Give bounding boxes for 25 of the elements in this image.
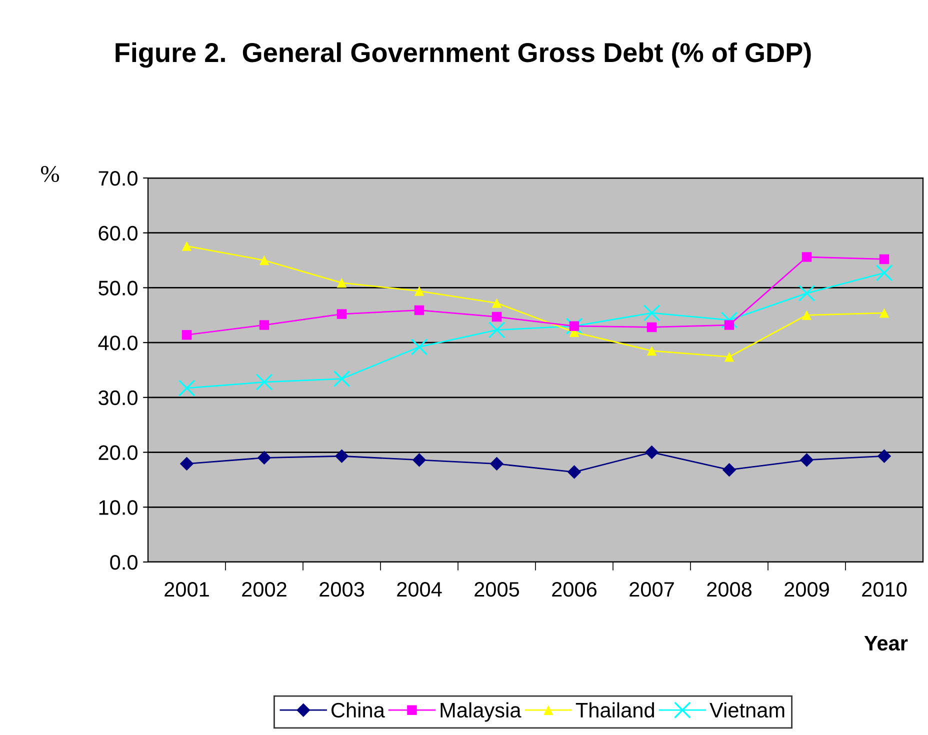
x-tick-label: 2004 [397, 582, 442, 597]
x-tick-label: 2001 [164, 582, 209, 597]
x-axis-title: Year [864, 636, 908, 651]
x-tick-label: 2009 [784, 582, 829, 597]
x-tick-label: 2003 [320, 582, 364, 597]
x-tick-label: 2010 [862, 582, 907, 597]
legend-label: Thailand [576, 702, 654, 718]
y-tick-label: 0.0 [110, 555, 138, 570]
y-tick-label: 20.0 [98, 445, 138, 460]
x-tick-label: 2007 [630, 582, 674, 597]
x-tick-label: 2002 [242, 582, 286, 597]
y-tick-label: 70.0 [98, 171, 138, 186]
y-tick-label: 50.0 [98, 280, 138, 296]
chart-title: Figure 2. General Government Gross Debt (% of GDP) [116, 42, 811, 68]
y-tick-label: 30.0 [98, 390, 138, 406]
y-tick-label: 10.0 [99, 500, 138, 515]
legend-label: Malaysia [440, 702, 522, 722]
y-tick-label: 60.0 [98, 226, 138, 241]
legend-label: Vietnam [710, 702, 784, 718]
y-tick-label: 40.0 [98, 336, 138, 350]
y-axis-title: % [40, 166, 60, 182]
x-tick-label: 2008 [707, 582, 752, 597]
legend-label: China [332, 702, 385, 718]
x-tick-label: 2006 [552, 582, 597, 597]
x-tick-label: 2005 [474, 582, 520, 597]
